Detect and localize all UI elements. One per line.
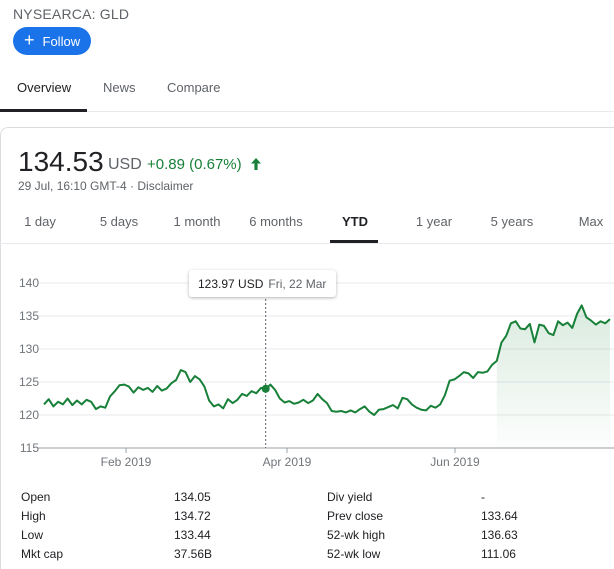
range-6-months[interactable]: 6 months (249, 214, 303, 229)
stat-label: 52-wk high (327, 528, 386, 542)
price-change: +0.89 (0.67%) (147, 156, 242, 173)
quote-timestamp: 29 Jul, 16:10 GMT-4 · Disclaimer (18, 179, 194, 193)
stat-value: 37.56B (174, 547, 213, 561)
price-currency: USD (108, 156, 142, 173)
plus-icon: + (24, 30, 35, 50)
stat-value: - (481, 490, 485, 504)
y-tick-label: 135 (19, 309, 39, 323)
hover-point (261, 384, 270, 393)
x-tick-label: Apr 2019 (263, 455, 312, 469)
stat-label: 52-wk low (327, 547, 381, 561)
range-1-year[interactable]: 1 year (415, 214, 453, 229)
main-tabs: Overview News Compare (0, 78, 614, 112)
follow-label: Follow (42, 33, 81, 49)
range-ytd[interactable]: YTD (342, 214, 368, 229)
arrow-up-icon (251, 158, 261, 170)
y-tick-label: 140 (19, 276, 39, 290)
stat-value: 133.64 (481, 509, 518, 523)
stat-value: 134.72 (174, 509, 211, 523)
chart-area-fill (496, 305, 610, 448)
range-1-day[interactable]: 1 day (24, 214, 56, 229)
stat-label: Mkt cap (21, 547, 64, 561)
stat-label: High (21, 509, 46, 523)
active-tab-indicator (0, 109, 87, 112)
range-1-month[interactable]: 1 month (173, 214, 221, 229)
x-tick-label: Jun 2019 (430, 455, 480, 469)
y-tick-label: 130 (19, 342, 39, 356)
tab-news[interactable]: News (103, 80, 136, 95)
current-price: 134.53 (18, 146, 104, 177)
y-tick-label: 120 (19, 408, 39, 422)
tooltip-value: 123.97 USD (198, 276, 264, 291)
chart-tooltip: 123.97 USD Fri, 22 Mar (189, 270, 336, 297)
range-tabs: 1 day 5 days 1 month 6 months YTD 1 year… (0, 208, 614, 244)
range-5-days[interactable]: 5 days (99, 214, 139, 229)
stat-value: 136.63 (481, 528, 518, 542)
range-5-years[interactable]: 5 years (490, 214, 534, 229)
stat-label: Prev close (327, 509, 384, 523)
price-line (43, 304, 611, 416)
stat-value: 134.05 (174, 490, 211, 504)
stat-label: Open (21, 490, 51, 504)
stat-label: Div yield (327, 490, 373, 504)
x-tick-label: Feb 2019 (101, 455, 152, 469)
exchange-ticker: NYSEARCA: GLD (13, 6, 130, 22)
follow-button[interactable]: + Follow (13, 27, 91, 55)
x-axis: Feb 2019 Apr 2019 Jun 2019 (101, 448, 480, 469)
quote-card (0, 127, 614, 569)
stat-value: 133.44 (174, 528, 211, 542)
y-tick-label: 125 (19, 375, 39, 389)
tooltip-date: Fri, 22 Mar (268, 276, 327, 291)
active-range-indicator (330, 240, 378, 243)
y-axis: 115 120 125 130 135 140 (19, 276, 39, 455)
tab-overview[interactable]: Overview (17, 80, 72, 95)
stat-label: Low (21, 528, 44, 542)
range-max[interactable]: Max (578, 214, 604, 229)
stat-value: 111.06 (481, 547, 516, 561)
y-tick-label: 115 (20, 441, 39, 455)
price-chart[interactable]: 115 120 125 130 135 140 Feb 2019 Apr 2019 Jun 2… (0, 265, 614, 475)
tab-compare[interactable]: Compare (167, 80, 221, 95)
